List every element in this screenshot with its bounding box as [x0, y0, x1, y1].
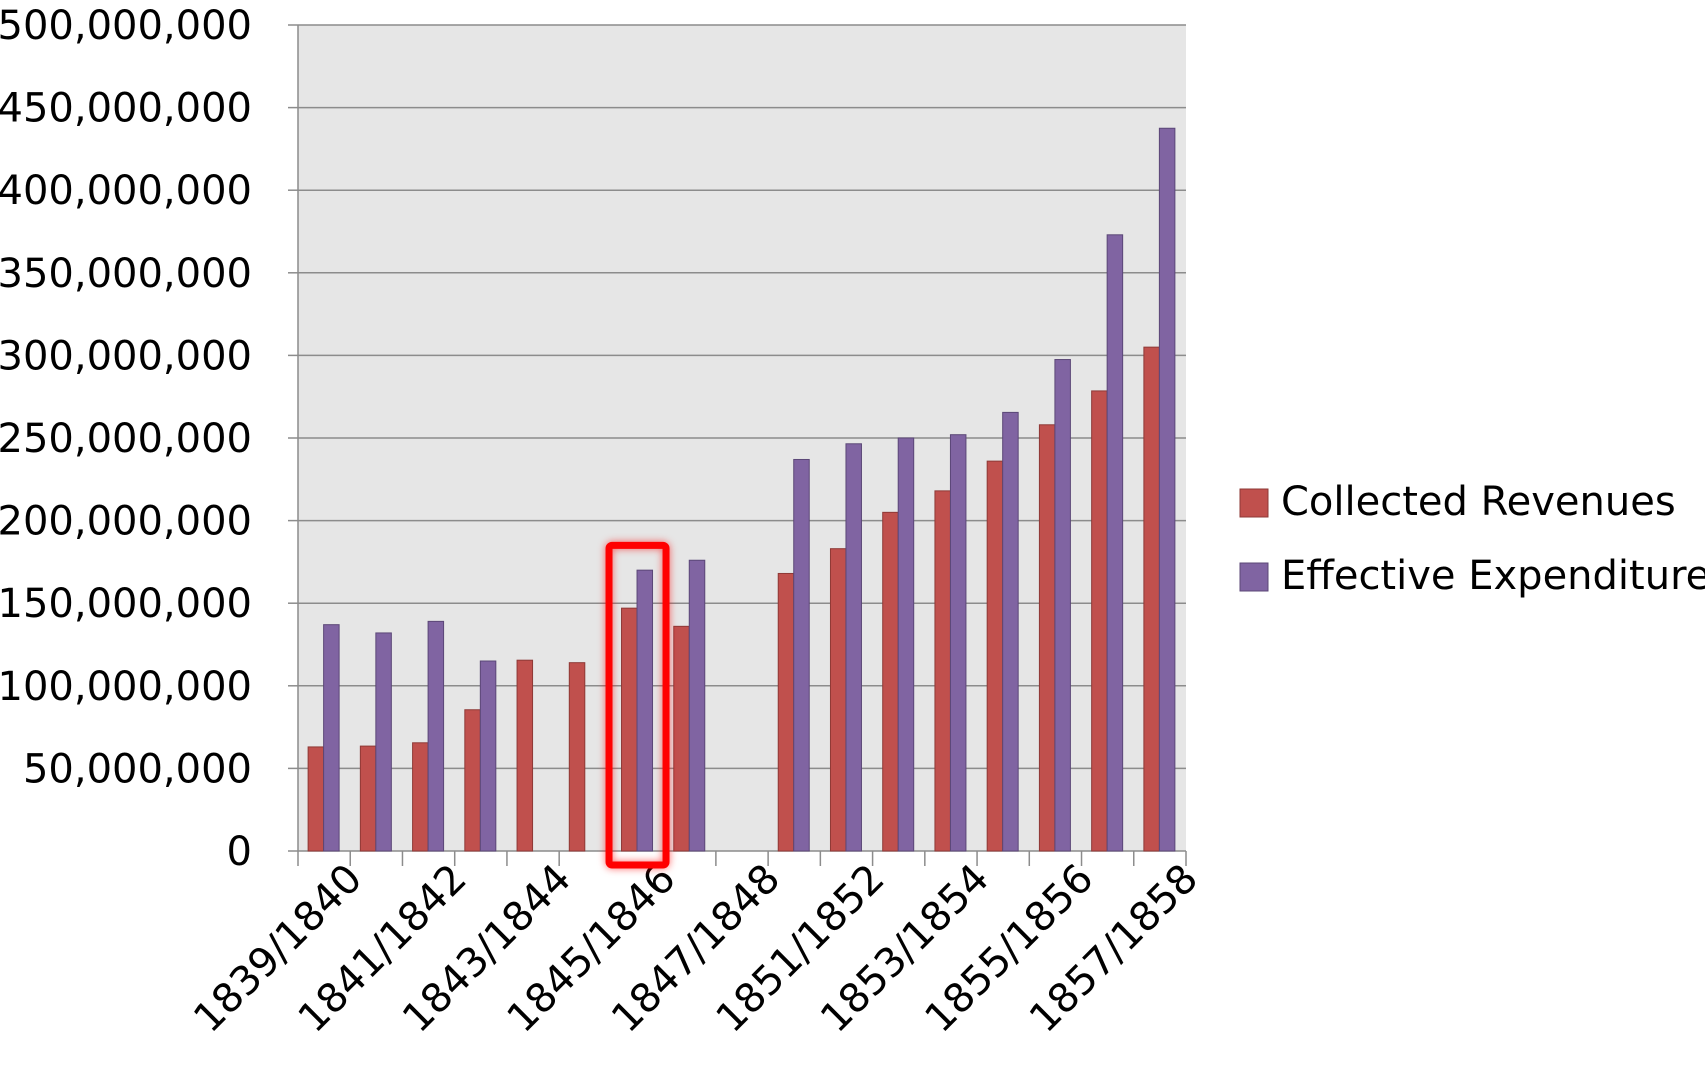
- legend-swatch-effective-expenditure: [1239, 562, 1269, 592]
- bar-collected-revenues: [777, 572, 795, 852]
- y-tick-label: 100,000,000: [0, 664, 252, 710]
- bar-effective-expenditure: [375, 632, 392, 852]
- bar-effective-expenditure: [688, 559, 706, 852]
- y-tick-label: 400,000,000: [0, 168, 252, 214]
- y-tick-label: 150,000,000: [0, 581, 252, 627]
- bar-collected-revenues: [1143, 346, 1160, 852]
- y-tick-label: 250,000,000: [0, 416, 252, 462]
- bar-collected-revenues: [934, 490, 951, 852]
- legend-label-collected-revenues: Collected Revenues: [1281, 479, 1676, 525]
- bar-collected-revenues: [359, 745, 377, 852]
- bar-collected-revenues: [516, 659, 534, 852]
- bar-collected-revenues: [412, 742, 429, 852]
- bar-effective-expenditure: [949, 434, 967, 852]
- bar-collected-revenues: [829, 548, 847, 852]
- bar-collected-revenues: [1038, 424, 1056, 852]
- bar-effective-expenditure: [636, 569, 654, 852]
- bar-collected-revenues: [986, 460, 1004, 852]
- plot-area: 0 50,000,000 100,000,000 150,000,000 200,000…: [0, 3, 1207, 1042]
- bar-collected-revenues: [673, 625, 690, 852]
- highlight-box: [605, 541, 670, 869]
- legend-label-effective-expenditure: Effective Expenditure: [1281, 553, 1705, 599]
- bar-effective-expenditure: [845, 443, 862, 852]
- y-tick-label: 350,000,000: [0, 251, 252, 297]
- bar-collected-revenues: [1091, 390, 1108, 852]
- bar-effective-expenditure: [1002, 411, 1019, 852]
- y-tick-label: 0: [227, 829, 252, 875]
- bar-collected-revenues: [882, 511, 899, 852]
- y-tick-label: 300,000,000: [0, 333, 252, 379]
- bar-collected-revenues: [307, 746, 325, 852]
- bar-collected-revenues: [568, 662, 586, 852]
- bar-effective-expenditure: [1158, 127, 1176, 852]
- legend-swatch-collected-revenues: [1239, 488, 1269, 518]
- bar-effective-expenditure: [323, 624, 340, 852]
- y-tick-label: 500,000,000: [0, 3, 252, 49]
- y-tick-label: 200,000,000: [0, 499, 252, 545]
- bar-effective-expenditure: [1054, 359, 1071, 852]
- bar-effective-expenditure: [479, 660, 497, 852]
- y-tick-label: 50,000,000: [23, 746, 252, 792]
- legend: Collected Revenues Effective Expenditure: [1239, 479, 1705, 599]
- bar-collected-revenues: [621, 607, 638, 852]
- bar-effective-expenditure: [427, 620, 445, 852]
- bar-collected-revenues: [464, 709, 481, 852]
- y-tick-label: 450,000,000: [0, 86, 252, 132]
- bar-effective-expenditure: [793, 458, 810, 852]
- bar-effective-expenditure: [1106, 234, 1124, 852]
- bar-effective-expenditure: [897, 437, 915, 852]
